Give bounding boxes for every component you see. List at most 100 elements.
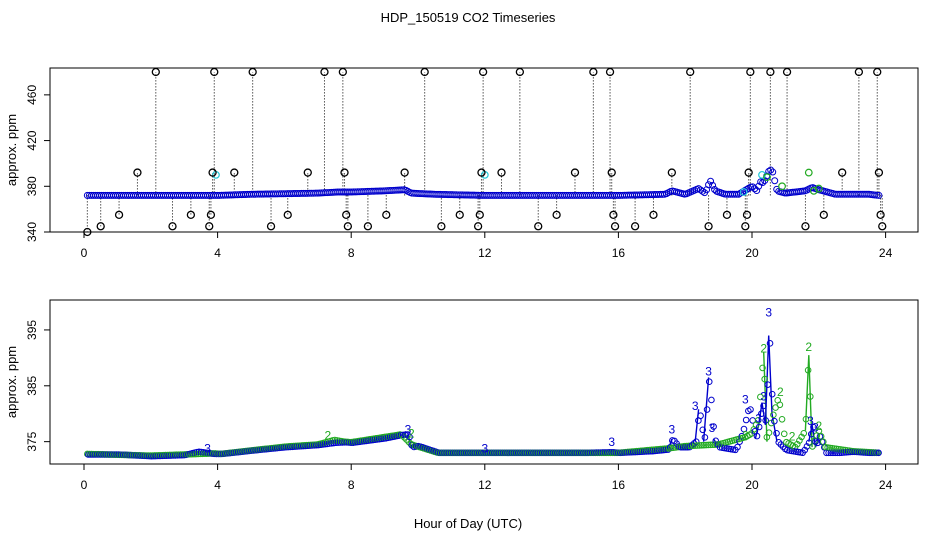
flagged-sample-point [338,67,348,77]
blue-sample-marker [712,437,720,445]
green-sample-marker [802,415,810,423]
blue-sample-marker [705,378,713,385]
flagged-sample-point [873,67,882,77]
series-point-label: 3 [481,441,488,455]
flagged-sample-point [303,168,312,177]
co2-sample-point [814,184,823,193]
co2-sample-point [875,191,883,199]
flagged-sample-point [744,168,753,177]
y-tick-label: 385 [25,375,39,395]
series-point-label: 2 [789,430,796,444]
blue-sample-marker [758,410,765,418]
co2-sample-point [769,168,777,176]
blue-sample-marker [369,436,377,444]
y-tick-label: 420 [25,130,39,150]
co2-sample-point [733,190,741,198]
flagged-sample-point [340,168,349,177]
co2-sample-point [771,177,779,185]
flagged-sample-point [742,210,752,220]
blue-sample-marker [773,429,780,437]
blue-sample-marker [736,438,743,445]
x-tick-label: 24 [879,246,893,260]
co2-sample-point [778,182,786,191]
green-sample-marker [798,433,805,441]
x-tick-label: 8 [348,246,355,260]
x-tick-label: 24 [879,478,893,492]
flagged-sample-point [343,222,353,231]
series-point-label: 3 [705,365,712,379]
flagged-sample-point [206,210,216,220]
flagged-sample-point [741,222,750,231]
blue-sample-marker [801,446,809,454]
series-point-label: 2 [815,419,822,433]
co2-sample-point [759,179,767,187]
flagged-sample-point [609,210,618,220]
co2-sample-point [705,181,713,189]
green-sample-marker [793,440,801,448]
green-sample-marker [776,401,784,409]
blue-sample-marker [373,436,381,443]
blue-sample-marker [777,441,785,448]
blue-sample-marker [692,438,700,445]
series-point-label: 3 [807,414,814,428]
y-tick-label: 375 [25,431,39,451]
flagged-sample-point [766,67,775,77]
blue-sample-marker [697,412,704,420]
blue-sample-marker [779,443,787,450]
figure-title: HDP_150519 CO2 Timeseries [381,10,556,25]
flagged-sample-point [114,210,124,220]
top-y-axis-label: approx. ppm [4,114,19,186]
blue-sample-marker [875,449,882,457]
flagged-sample-point [607,168,616,177]
blue-sample-marker [375,435,383,443]
flagged-sample-point [186,210,196,220]
flagged-sample-point [876,210,885,220]
flagged-sample-point [205,222,214,231]
flagged-sample-point [382,210,391,220]
green-sample-marker [759,364,766,372]
flagged-sample-point [210,67,219,77]
flagged-sample-point [515,67,525,77]
flagged-sample-point [168,222,177,231]
flagged-sample-point [208,168,217,177]
series-point-label: 3 [755,412,762,426]
green-sample-marker [707,441,714,449]
green-sample-marker [665,444,673,452]
blue-sample-marker [649,447,657,455]
co2-sample-point [755,182,763,190]
green-sample-marker [685,442,693,450]
green-sample-marker [804,366,812,374]
co2-sample-point [804,168,813,177]
x-tick-label: 4 [214,478,221,492]
series-point-label: 2 [324,428,331,442]
series-point-label: 3 [668,422,675,436]
flagged-sample-point [248,67,257,77]
blue-sample-marker [371,436,379,444]
flagged-sample-point [363,222,373,231]
x-tick-label: 16 [612,246,626,260]
flagged-sample-point [782,67,792,77]
blue-sample-marker [764,381,772,388]
flagged-sample-point [266,222,276,231]
y-tick-label: 460 [25,85,39,105]
green-sample-marker [700,441,708,449]
co2-sample-point [767,166,775,174]
bottom-y-axis-label: approx. ppm [4,346,19,418]
green-sample-marker [809,443,816,450]
bottom-x-axis: 0 4 8 12 16 20 24 [81,464,893,492]
blue-sample-marker [380,435,387,442]
flagged-sample-point [874,168,884,177]
flagged-sample-point [478,67,488,77]
flagged-sample-point [878,222,887,231]
green-sample-marker [757,393,764,401]
flagged-sample-point [473,222,483,231]
co2-sample-point [709,181,717,189]
blue-sample-marker [747,406,754,413]
green-sample-marker [770,411,777,419]
blue-sample-marker [775,439,783,446]
flagged-sample-point [605,67,615,77]
flagged-sample-point [455,210,464,220]
